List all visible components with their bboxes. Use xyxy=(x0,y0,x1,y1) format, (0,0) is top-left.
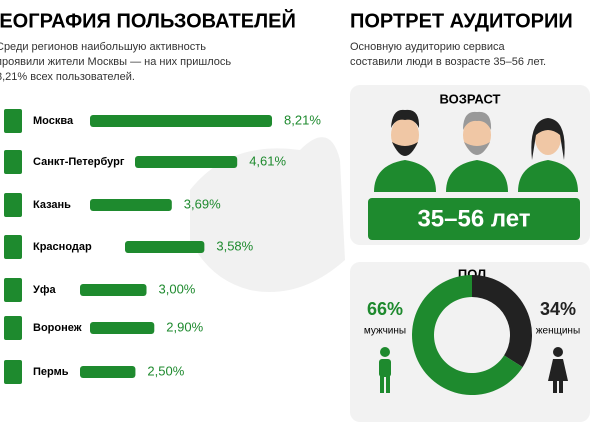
value-label: 8,21% xyxy=(284,112,321,127)
pie-segment xyxy=(472,275,532,368)
value-label: 4,61% xyxy=(249,153,286,168)
category-label: Москва xyxy=(33,115,74,127)
legend-label: мужчины xyxy=(364,326,406,337)
category-label: Казань xyxy=(33,199,71,211)
category-label: Санкт-Петербург xyxy=(33,156,125,168)
bar xyxy=(80,366,136,378)
chart-title: ГЕОГРАФИЯ ПОЛЬЗОВАТЕЛЕЙ xyxy=(0,8,296,32)
value-label: 34% xyxy=(540,299,576,319)
city-icon xyxy=(4,109,22,133)
bar xyxy=(90,199,172,211)
right-text: Основную аудиторию сервиса составили люд… xyxy=(350,41,547,68)
value-label: 2,90% xyxy=(166,319,203,334)
bar xyxy=(90,322,155,334)
bar xyxy=(80,284,147,296)
value-label: 66% xyxy=(367,299,403,319)
pie-segment xyxy=(411,275,523,395)
gender-card xyxy=(350,262,590,422)
value-label: 3,58% xyxy=(216,238,253,253)
value-label: 3,69% xyxy=(184,196,221,211)
category-label: Уфа xyxy=(33,284,56,296)
category-label: Пермь xyxy=(33,366,69,378)
people-icons xyxy=(374,109,578,192)
age-badge xyxy=(368,198,580,240)
woman-icon xyxy=(548,347,568,393)
bar xyxy=(135,156,238,168)
city-icon xyxy=(4,278,22,302)
city-icon xyxy=(4,316,22,340)
category-label: Краснодар xyxy=(33,241,92,253)
city-icon xyxy=(4,150,22,174)
left-text: Среди регионов наибольшую активность про… xyxy=(0,41,232,83)
map-background xyxy=(190,137,345,292)
value-label: 3,00% xyxy=(159,281,196,296)
section-title: ПОРТРЕТ АУДИТОРИИ xyxy=(350,10,573,32)
legend-label: женщины xyxy=(536,326,580,337)
bar xyxy=(125,241,205,253)
category-label: Воронеж xyxy=(33,322,82,334)
city-icon xyxy=(4,193,22,217)
bar xyxy=(90,115,273,127)
age-label: ВОЗРАСТ xyxy=(440,91,501,106)
man-icon xyxy=(379,347,391,393)
value-label: 2,50% xyxy=(147,363,184,378)
city-icon xyxy=(4,360,22,384)
age-value: 35–56 лет xyxy=(417,205,530,232)
city-icon xyxy=(4,235,22,259)
